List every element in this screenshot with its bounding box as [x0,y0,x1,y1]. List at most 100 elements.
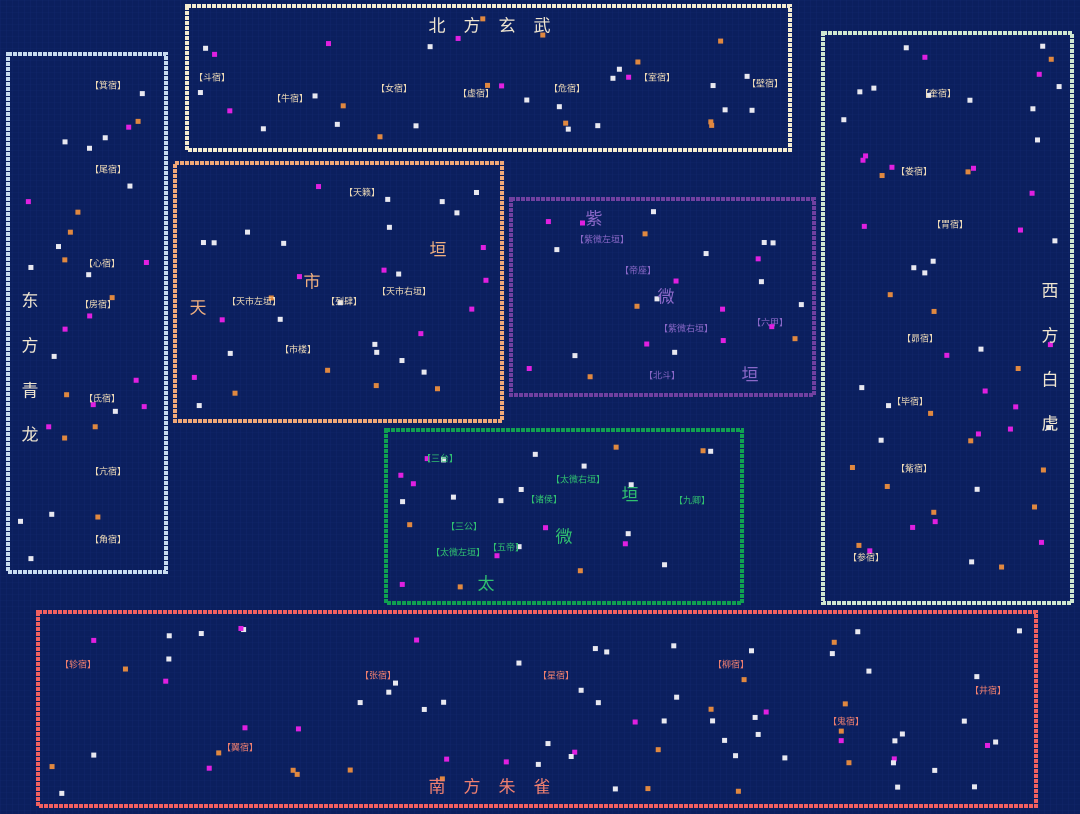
star [281,240,287,246]
star [386,689,392,695]
star [56,244,62,250]
star [211,240,217,246]
star [928,410,934,416]
star [911,265,917,271]
star [372,341,378,347]
asterism-label: 【六甲】 [752,317,788,329]
star [75,209,81,215]
star [744,73,750,79]
star [733,753,739,759]
star [524,97,530,103]
star [399,358,405,364]
star [968,438,974,444]
star [516,660,522,666]
asterism-label: 【天市左垣】 [227,296,281,308]
star [410,481,416,487]
asterism-label: 【箕宿】 [90,80,126,92]
star [439,199,445,205]
asterism-label: 【五帝】 [488,542,524,554]
asterism-label: 【列肆】 [326,296,362,308]
star [28,264,34,270]
asterism-label: 【心宿】 [84,258,120,270]
star [109,295,115,301]
star [673,278,679,284]
star [1046,425,1052,431]
star [242,725,248,731]
asterism-label: 【北斗】 [644,371,680,382]
star [720,338,726,344]
star [871,85,877,91]
asterism-label: 【房宿】 [80,299,116,311]
star [867,548,873,554]
star [932,767,938,773]
star [866,668,872,674]
asterism-label: 【帝座】 [620,265,656,277]
asterism-label: 【诸侯】 [526,494,562,506]
star [856,542,862,548]
star [758,279,764,285]
region-title: 紫 [586,210,603,230]
star [503,759,509,765]
star [450,494,456,500]
star [722,737,728,743]
asterism-label: 【三台】 [422,453,458,465]
star [414,637,420,643]
region-title: 东 [22,292,39,312]
star [741,677,747,683]
star [662,562,668,568]
star [632,719,638,725]
star [842,701,848,707]
star [890,760,896,766]
asterism-label: 【虚宿】 [458,88,494,100]
star [337,300,343,306]
star [568,754,574,760]
star [62,257,68,263]
star [112,408,118,414]
star [708,448,714,454]
region-title: 虎 [1042,415,1059,435]
star [922,270,928,276]
asterism-label: 【觜宿】 [896,463,932,475]
star [46,424,52,430]
star [216,750,222,756]
asterism-label: 【室宿】 [639,72,675,84]
star [1029,190,1035,196]
star [290,767,296,773]
star [122,666,128,672]
star [1056,84,1062,90]
star [961,718,967,724]
star [483,277,489,283]
star [722,107,728,113]
star [930,258,936,264]
star [241,627,247,633]
star [965,169,971,175]
star [357,700,363,706]
star [708,119,714,125]
star [325,41,331,47]
region-title: 方 [22,337,39,357]
asterism-label: 【太微右垣】 [551,474,605,486]
star [735,788,741,794]
star [625,531,631,537]
asterism-label: 【牛宿】 [272,93,308,105]
asterism-label: 【参宿】 [848,552,884,564]
star [749,107,755,113]
star [782,755,788,761]
star [340,103,346,109]
star [232,390,238,396]
region-title: 方 [464,17,481,37]
asterism-label: 【柳宿】 [713,659,749,671]
region-title: 雀 [534,778,551,798]
region-box [185,4,792,152]
region-title: 天 [190,299,207,319]
star [863,153,869,159]
asterism-label: 【斗宿】 [194,72,230,84]
star [860,157,866,163]
star [604,649,610,655]
region-title: 太 [478,575,495,595]
star [62,139,68,145]
star [143,259,149,265]
star [891,756,897,762]
region-title: 垣 [742,366,759,386]
star [578,687,584,693]
